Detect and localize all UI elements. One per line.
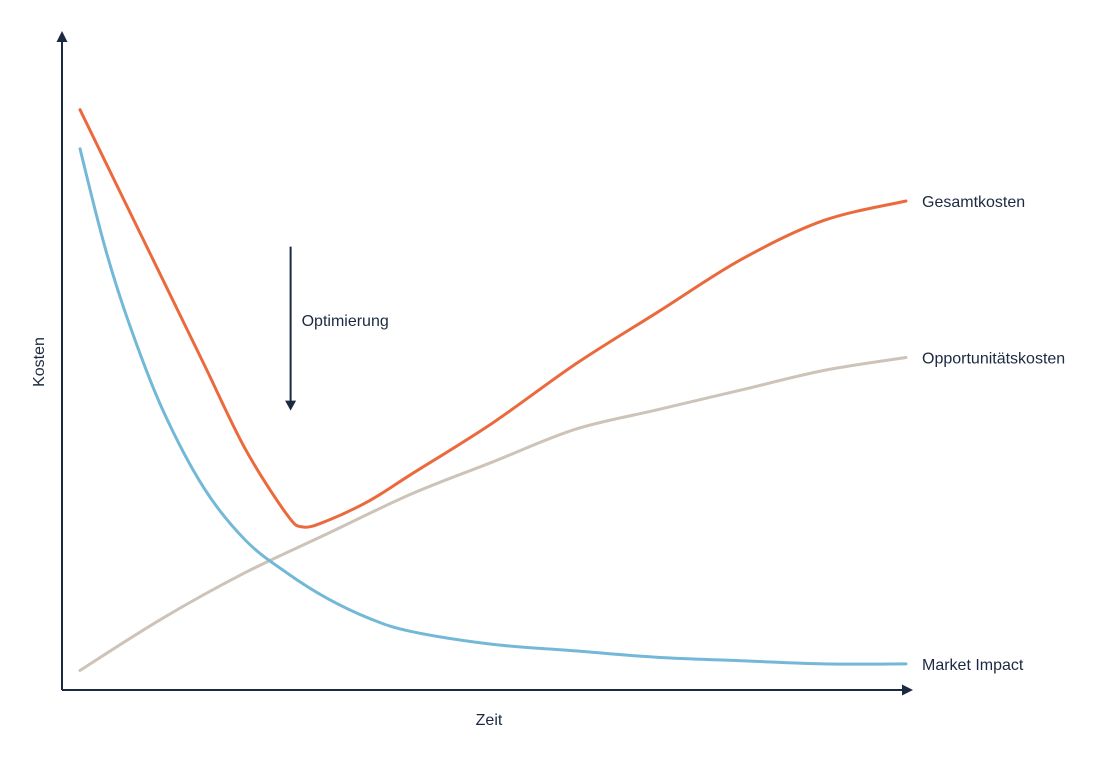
- y-axis-arrow-icon: [56, 31, 68, 42]
- x-axis-label: Zeit: [476, 712, 503, 729]
- series-label-gesamtkosten: Gesamtkosten: [922, 194, 1025, 211]
- x-axis-arrow-icon: [902, 684, 913, 696]
- series-line-market-impact: [78, 147, 908, 666]
- y-axis-label: Kosten: [31, 337, 48, 387]
- down-arrow-icon: [285, 400, 297, 411]
- series-line-gesamtkosten: [78, 108, 908, 529]
- series-label-opportunitaetskosten: Opportunitätskosten: [922, 351, 1065, 368]
- series-group: [78, 108, 908, 672]
- axes: [56, 31, 913, 696]
- series-label-market-impact: Market Impact: [922, 657, 1024, 674]
- series-line-opportunitaetskosten: [78, 356, 908, 672]
- optimierung-annotation: Optimierung: [285, 246, 389, 411]
- optimierung-label: Optimierung: [302, 313, 389, 330]
